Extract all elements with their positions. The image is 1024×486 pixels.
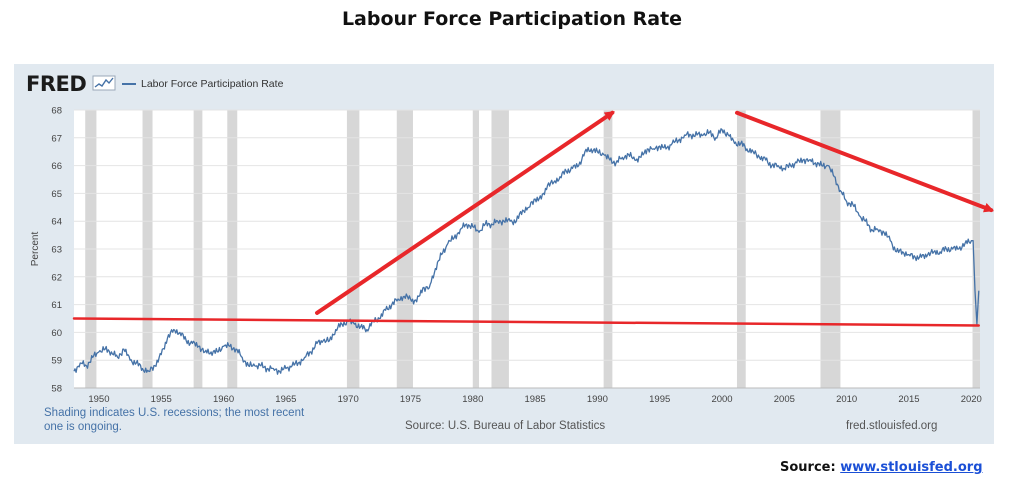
gridlines (74, 109, 980, 389)
series-line-labor-force-participation-rate (73, 128, 980, 375)
y-tick-label: 61 (51, 300, 62, 311)
y-tick-label: 62 (51, 272, 62, 283)
attribution-label: Source: (780, 460, 836, 475)
source-link[interactable]: www.stlouisfed.org (840, 460, 983, 475)
x-tick-label: 1975 (400, 394, 421, 405)
trend-arrow-0 (315, 110, 615, 315)
y-tick-label: 58 (51, 384, 62, 395)
y-tick-label: 67 (51, 133, 62, 144)
y-tick-label: 63 (51, 245, 62, 256)
x-axis: 1950 1955 1960 1965 1970 1975 1980 1985 1990 1995… (74, 387, 982, 405)
data-source-note: Source: U.S. Bureau of Labor Statistics (405, 420, 606, 432)
page-title: Labour Force Participation Rate (341, 8, 683, 30)
baseline-line-2 (72, 317, 981, 327)
x-tick-label: 1955 (151, 394, 172, 405)
annotations (72, 110, 994, 327)
x-tick-label: 1965 (275, 394, 296, 405)
legend: Labor Force Participation Rate (122, 78, 283, 90)
y-tick-label: 68 (51, 106, 62, 117)
y-tick-label: 59 (51, 356, 62, 367)
x-tick-label: 1995 (649, 394, 670, 405)
x-tick-label: 1950 (88, 394, 109, 405)
x-tick-label: 1990 (587, 394, 608, 405)
x-tick-label: 2020 (961, 394, 982, 405)
y-tick-label: 60 (51, 328, 62, 339)
x-tick-label: 2005 (774, 394, 795, 405)
sparkline-icon (92, 75, 116, 91)
fred-logo: FRED (26, 72, 87, 96)
legend-label: Labor Force Participation Rate (141, 78, 284, 90)
x-tick-label: 1960 (213, 394, 234, 405)
y-tick-label: 64 (51, 217, 62, 228)
attribution: Source: www.stlouisfed.org (780, 460, 983, 475)
y-tick-label: 66 (51, 161, 62, 172)
y-tick-label: 65 (51, 189, 62, 200)
y-axis: 58 59 60 61 62 63 64 65 66 67 68 (51, 106, 62, 395)
trend-arrow-1 (734, 110, 994, 213)
y-axis-label: Percent (30, 232, 41, 267)
x-tick-label: 2010 (836, 394, 857, 405)
x-tick-label: 1985 (525, 394, 546, 405)
x-tick-label: 1980 (462, 394, 483, 405)
recession-shading-note: Shading indicates U.S. recessions; the m… (44, 407, 305, 433)
x-tick-label: 2015 (898, 394, 919, 405)
x-tick-label: 2000 (711, 394, 732, 405)
x-tick-label: 1970 (338, 394, 359, 405)
legend-swatch (122, 83, 136, 86)
fred-site-note: fred.stlouisfed.org (846, 420, 938, 432)
